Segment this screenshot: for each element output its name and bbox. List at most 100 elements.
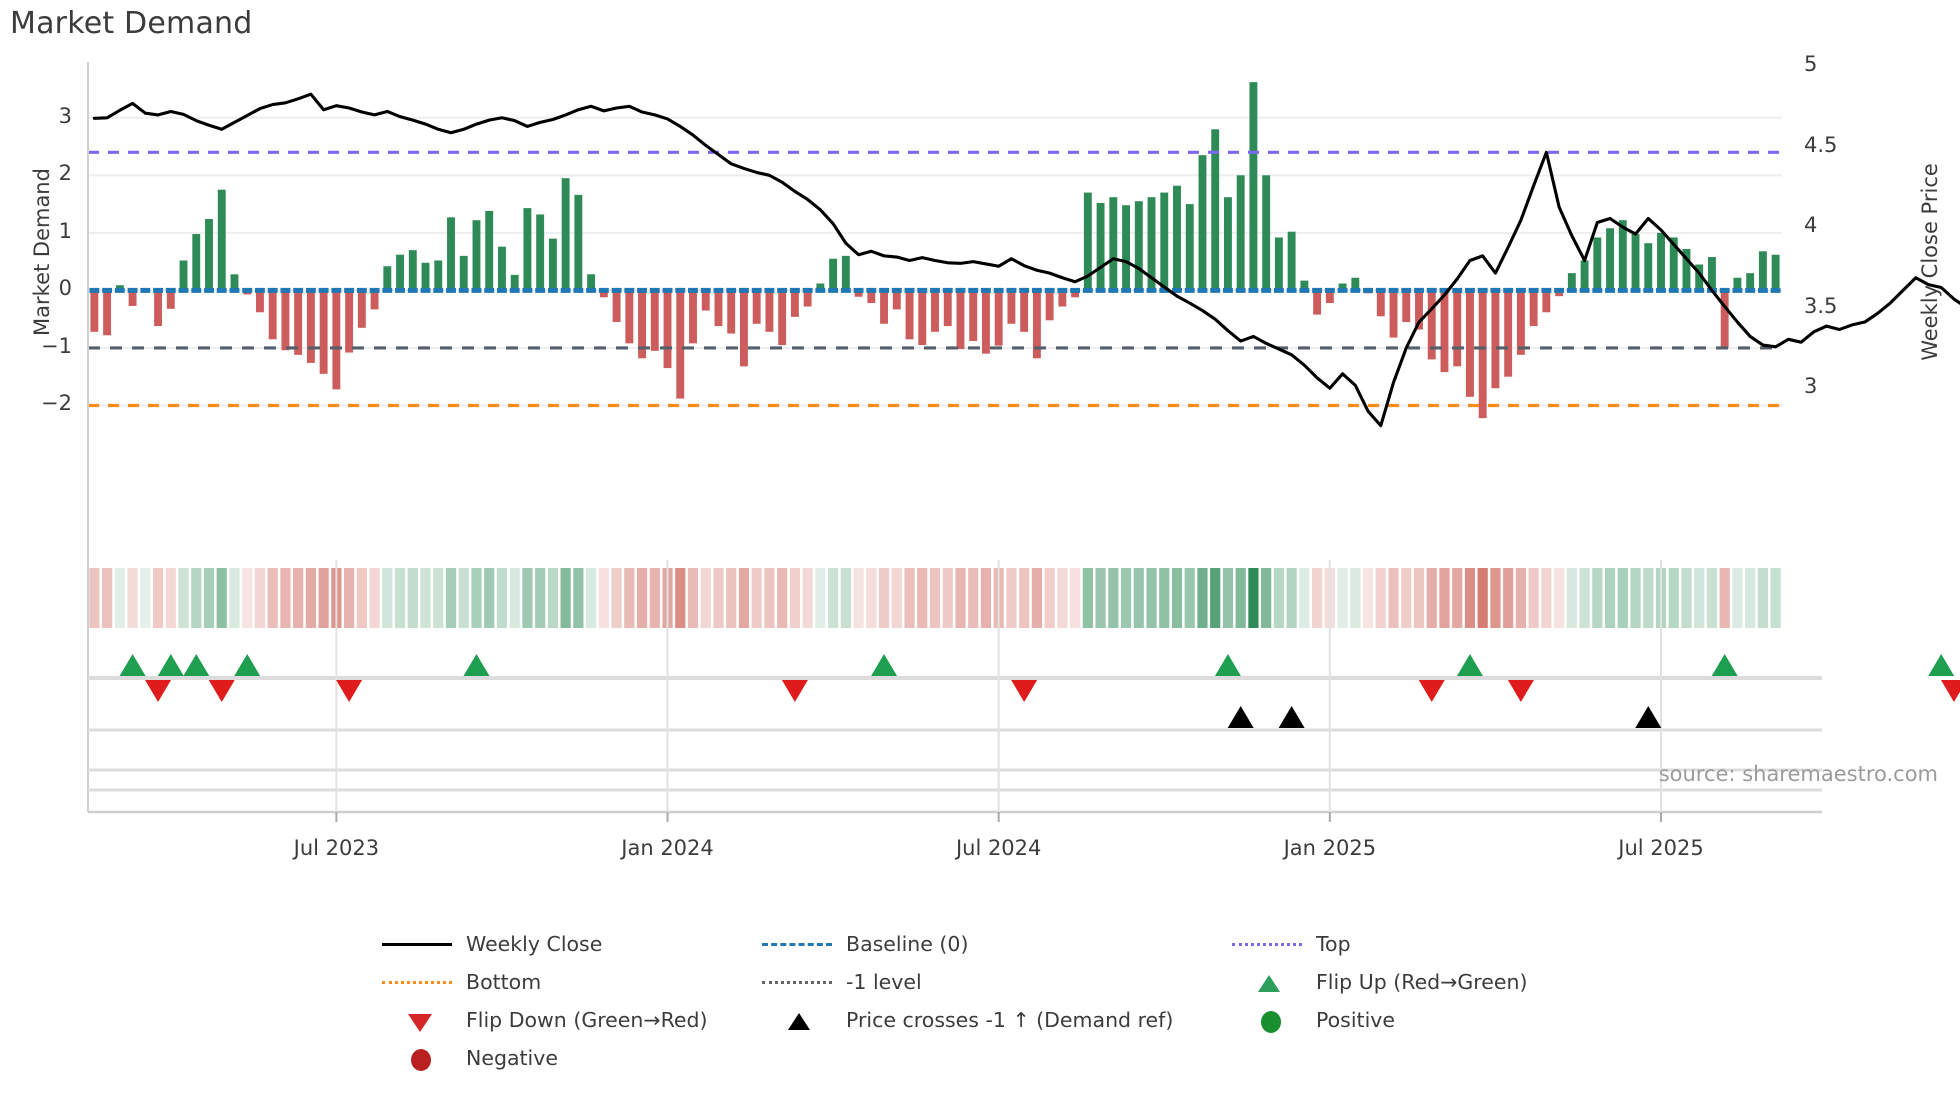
marker-rows [88,676,1822,792]
demand-bar [790,290,799,317]
heatmap-cell [1082,568,1093,628]
heatmap-cell [433,568,444,628]
legend-item: Baseline (0) [760,925,1230,963]
heatmap-cell [420,568,431,628]
demand-bar [523,208,532,291]
demand-bar [1771,254,1780,291]
heatmap-cell [1044,568,1055,628]
heatmap-cell [356,568,367,628]
legend-item: -1 level [760,963,1230,1001]
demand-bar [205,219,213,291]
demand-bar [166,290,175,309]
demand-bar [816,283,825,291]
demand-bar [625,290,634,344]
flip-up-marker [463,654,490,676]
demand-bar [1593,237,1602,291]
demand-bar [1746,273,1755,291]
heatmap-cell [1235,568,1246,628]
reference-lines [88,150,1782,408]
demand-bar [1529,290,1538,327]
demand-bar [1542,290,1551,313]
heatmap-cell [535,568,546,628]
demand-bar [1007,290,1016,324]
flip-up-marker [1711,654,1738,676]
demand-bar [752,290,761,324]
heatmap-cell [878,568,890,628]
legend-item: Bottom [380,963,760,1001]
demand-bar [1695,264,1704,291]
demand-bar [701,290,710,311]
demand-bar [663,290,672,369]
heatmap-cell [1261,568,1272,628]
x-axis-tick: Jul 2025 [1618,836,1704,860]
demand-bar [255,290,264,313]
heatmap-cell [280,568,291,628]
demand-bar [931,290,939,332]
heatmap-cell [1694,568,1705,628]
demand-bar [485,210,494,291]
heatmap-cell [980,568,992,628]
heatmap-cell [802,568,813,628]
demand-bar [1580,260,1589,291]
legend-label: Top [1316,931,1351,956]
flip-up-marker [157,654,184,676]
demand-bar [1427,290,1436,360]
demand-bar [1440,290,1449,373]
demand-bar [1478,290,1487,419]
demand-bar [1325,290,1334,304]
demand-bar [1274,237,1283,291]
flip-down-marker [1940,680,1960,702]
legend-label: Bottom [466,969,542,994]
price-cross-marker [1635,706,1662,728]
demand-bar [1504,290,1513,377]
heatmap-cell [1490,568,1501,628]
legend-item: Flip Up (Red→Green) [1230,963,1630,1001]
legend-item: Price crosses -1 ↑ (Demand ref) [760,1001,1230,1039]
demand-bar [306,290,315,363]
heatmap-cell [1210,568,1221,628]
heatmap-cell [1070,568,1081,628]
demand-bar [803,290,812,307]
triangle-down-icon [408,1014,432,1032]
heatmap-cell [242,568,253,628]
heatmap-cell [1222,568,1234,628]
demand-bar [1720,290,1729,348]
y-axis-right-tick: 4.5 [1804,132,1838,157]
price-cross-marker [1227,706,1254,728]
demand-bar [574,194,583,291]
flip-up-marker [119,654,146,676]
demand-bar [1173,185,1181,291]
legend-item: Top [1230,925,1630,963]
demand-bar [1555,290,1564,297]
triangle-up-icon [788,1013,810,1030]
heatmap-cell [1732,568,1743,628]
heatmap-cell [1133,568,1144,628]
heatmap-cell [178,568,189,628]
y-axis-right-tick: 3 [1804,374,1818,399]
heatmap-cell [1350,568,1361,628]
price-cross-marker [1278,706,1305,728]
demand-bar [1733,277,1742,291]
demand-bar [561,178,570,291]
heatmap-cell [1286,568,1297,628]
heatmap-cell [713,568,724,628]
demand-bar [1606,228,1615,291]
heatmap-cell [1503,568,1514,628]
heatmap-cell [293,568,304,628]
dotted-line-swatch-icon [1232,943,1302,946]
dotted-line-swatch-icon [380,969,454,995]
y-axis-left-tick: 0 [58,276,72,301]
heatmap-cell [1757,568,1768,628]
demand-bar [739,290,748,367]
heatmap-cell [700,568,711,628]
demand-bar [447,217,455,291]
demand-bar [943,290,952,327]
legend-item: Negative [380,1039,760,1077]
demand-bar [1389,290,1398,338]
heatmap-cell [1719,568,1730,628]
demand-bar [1236,175,1245,291]
demand-bar [676,290,685,399]
demand-bar [128,290,137,306]
demand-bar [1160,192,1169,291]
demand-bar [115,285,124,291]
